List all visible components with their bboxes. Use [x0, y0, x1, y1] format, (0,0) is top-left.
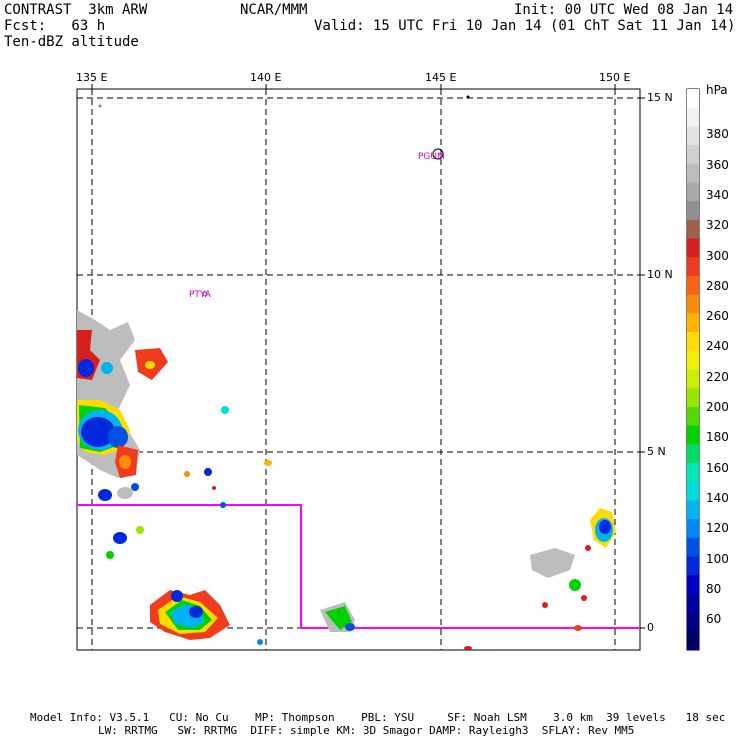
colorbar-swatch	[687, 350, 699, 370]
colorbar-tick-label: 320	[706, 218, 729, 233]
colorbar-swatch	[687, 481, 699, 501]
lat-label-10n: 10 N	[647, 268, 673, 281]
colorbar-tick-label: 140	[706, 490, 729, 505]
model-info-line1: Model Info: V3.5.1 CU: No Cu MP: Thompso…	[30, 711, 726, 724]
colorbar-swatch	[687, 369, 699, 389]
island-marker	[466, 95, 470, 99]
colorbar-tick-label: 380	[706, 127, 729, 142]
colorbar-swatch	[687, 276, 699, 296]
colorbar-swatch	[687, 163, 699, 183]
lon-label-150e: 150 E	[599, 71, 631, 84]
colorbar-tick-label: 120	[706, 521, 729, 536]
colorbar-swatch	[687, 444, 699, 464]
field-name: Ten-dBZ altitude	[4, 34, 139, 50]
colorbar-swatch	[687, 631, 699, 651]
lat-label-15n: 15 N	[647, 91, 673, 104]
echo-cluster-palau	[77, 310, 272, 559]
colorbar-swatch	[687, 294, 699, 314]
colorbar-swatch	[687, 406, 699, 427]
colorbar-swatch	[687, 238, 699, 258]
colorbar-swatch	[687, 388, 699, 408]
colorbar-swatch	[687, 313, 699, 333]
colorbar-swatch	[687, 182, 699, 202]
colorbar-swatch	[687, 107, 699, 127]
colorbar-tick-label: 200	[706, 400, 729, 415]
colorbar-swatches	[687, 89, 699, 651]
echo-cluster-east	[530, 508, 616, 631]
colorbar-tick-label: 340	[706, 187, 729, 202]
valid-time: Valid: 15 UTC Fri 10 Jan 14 (01 ChT Sat …	[314, 18, 736, 34]
station-label-ptya: PTYA	[189, 290, 211, 300]
colorbar-swatch	[687, 575, 699, 595]
echo-cluster-south	[150, 590, 472, 650]
colorbar-swatch	[687, 519, 699, 539]
colorbar-swatch	[687, 332, 699, 352]
lon-label-145e: 145 E	[425, 71, 457, 84]
colorbar-swatch	[687, 219, 699, 240]
station-marker-pgum	[432, 148, 444, 160]
init-time: Init: 00 UTC Wed 08 Jan 14	[514, 2, 734, 18]
colorbar-tick-label: 60	[706, 612, 722, 627]
lat-label-equator: 0	[647, 621, 654, 634]
organization-label: NCAR/MMM	[240, 2, 308, 18]
colorbar-tick-label: 360	[706, 157, 729, 172]
station-marker-ptya	[202, 291, 208, 297]
colorbar-swatch	[687, 89, 699, 109]
tick-marks	[91, 84, 645, 629]
colorbar-swatch	[687, 500, 699, 520]
colorbar-swatch	[687, 145, 699, 165]
colorbar-swatch	[687, 257, 699, 277]
colorbar-tick-label: 280	[706, 278, 729, 293]
colorbar-swatch	[687, 425, 699, 445]
lon-label-135e: 135 E	[76, 71, 108, 84]
colorbar-swatch	[687, 126, 699, 146]
forecast-hour: Fcst: 63 h	[4, 18, 106, 34]
colorbar-unit: hPa	[706, 83, 728, 97]
colorbar-swatch	[687, 537, 699, 557]
colorbar-tick-label: 180	[706, 430, 729, 445]
colorbar-tick-label: 240	[706, 339, 729, 354]
colorbar-tick-label: 160	[706, 460, 729, 475]
colorbar-tick-label: 220	[706, 369, 729, 384]
colorbar-swatch	[687, 201, 699, 221]
colorbar-tick-label: 260	[706, 309, 729, 324]
boundary-line	[77, 504, 640, 629]
model-info-line2: LW: RRTMG SW: RRTMG DIFF: simple KM: 3D …	[98, 724, 635, 737]
lon-label-140e: 140 E	[250, 71, 282, 84]
colorbar-swatch	[687, 593, 699, 614]
colorbar-swatch	[687, 463, 699, 483]
station-label-pgum: PGUM	[418, 152, 445, 162]
lat-label-5n: 5 N	[647, 445, 666, 458]
colorbar-swatch	[687, 612, 699, 632]
colorbar-tick-label: 80	[706, 581, 722, 596]
colorbar-tick-label: 300	[706, 248, 729, 263]
island-marker-west	[98, 104, 102, 108]
colorbar-swatch	[687, 556, 699, 576]
colorbar-tick-label: 100	[706, 551, 729, 566]
model-title: CONTRAST 3km ARW	[4, 2, 148, 18]
